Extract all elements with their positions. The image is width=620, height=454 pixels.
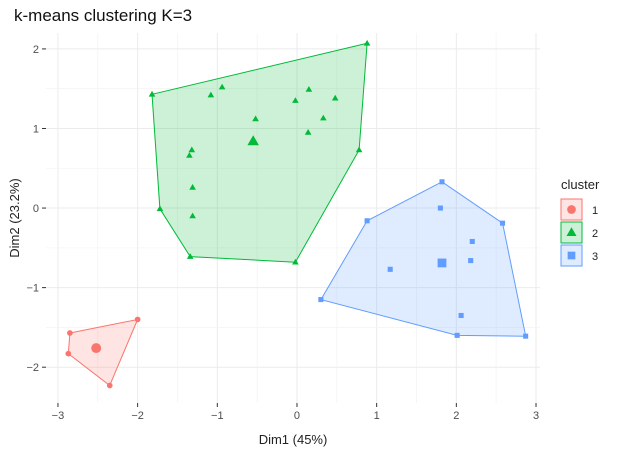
x-tick-label: −1	[211, 410, 224, 422]
cluster-2-point	[148, 90, 156, 97]
cluster-3-point	[387, 266, 393, 272]
cluster-3-point	[468, 258, 474, 264]
cluster-2-point	[355, 146, 363, 153]
y-tick-label: 1	[33, 123, 39, 135]
cluster-3-point	[437, 205, 443, 211]
cluster-2-centroid	[247, 135, 259, 146]
cluster-2-point	[207, 91, 215, 98]
legend-title: cluster	[561, 177, 600, 192]
cluster-2-point	[188, 146, 196, 153]
grid-lines	[46, 33, 540, 403]
cluster-2-point	[292, 258, 299, 265]
cluster-3-point	[439, 179, 445, 185]
y-axis-title: Dim2 (23.2%)	[7, 178, 22, 257]
cluster-1-point	[134, 316, 141, 323]
cluster-2-point	[252, 115, 259, 122]
cluster-2-point	[305, 86, 313, 92]
cluster-3-point	[469, 238, 475, 245]
cluster-hulls	[67, 42, 527, 387]
legend-label-3: 3	[592, 251, 598, 263]
cluster-2-point	[186, 152, 193, 158]
x-axis-title: Dim1 (45%)	[259, 432, 328, 447]
cluster-3-point	[458, 312, 464, 319]
legend-symbol-2	[566, 227, 577, 236]
cluster-centroids	[91, 135, 447, 354]
cluster-1-point	[65, 350, 72, 357]
y-tick-label: 0	[33, 203, 39, 215]
cluster-2-point	[320, 114, 327, 121]
cluster-points	[65, 39, 529, 389]
x-axis-ticks: −3 −2 −1 0 1 2 3	[52, 403, 539, 422]
cluster-2-point	[189, 212, 196, 219]
cluster-2-point	[292, 97, 299, 103]
cluster-2-point	[363, 39, 371, 46]
x-tick-label: −2	[131, 410, 144, 422]
y-tick-label: 2	[33, 44, 39, 56]
legend-symbol-1	[567, 205, 576, 214]
x-tick-label: 1	[374, 410, 380, 422]
cluster-2-point	[331, 94, 339, 101]
cluster-1-centroid	[91, 343, 102, 354]
y-tick-label: −2	[26, 362, 39, 374]
cluster-3-point	[454, 332, 460, 338]
legend-label-1: 1	[592, 205, 598, 217]
legend: cluster 1 2 3	[560, 177, 600, 267]
cluster-2-point	[186, 253, 194, 259]
cluster-3-point	[318, 297, 324, 303]
cluster-2-point	[218, 83, 226, 90]
cluster-2-point	[156, 205, 164, 212]
cluster-3-point	[364, 218, 370, 224]
cluster-3-point	[500, 220, 506, 226]
cluster-1-point	[106, 382, 113, 389]
x-tick-label: −3	[52, 410, 65, 422]
cluster-3-point	[523, 333, 529, 339]
cluster-1-point	[67, 330, 73, 336]
legend-symbol-3	[567, 251, 576, 260]
x-tick-label: 0	[294, 410, 300, 422]
cluster-2-point	[189, 183, 196, 190]
y-axis-ticks: −2 −1 0 1 2	[26, 44, 46, 374]
cluster-3-centroid	[437, 258, 447, 268]
cluster-2-point	[304, 129, 312, 135]
x-tick-label: 3	[533, 410, 539, 422]
x-tick-label: 2	[453, 410, 459, 422]
chart-title: k-means clustering K=3	[14, 6, 192, 25]
legend-label-2: 2	[592, 228, 598, 240]
y-tick-label: −1	[26, 283, 39, 295]
